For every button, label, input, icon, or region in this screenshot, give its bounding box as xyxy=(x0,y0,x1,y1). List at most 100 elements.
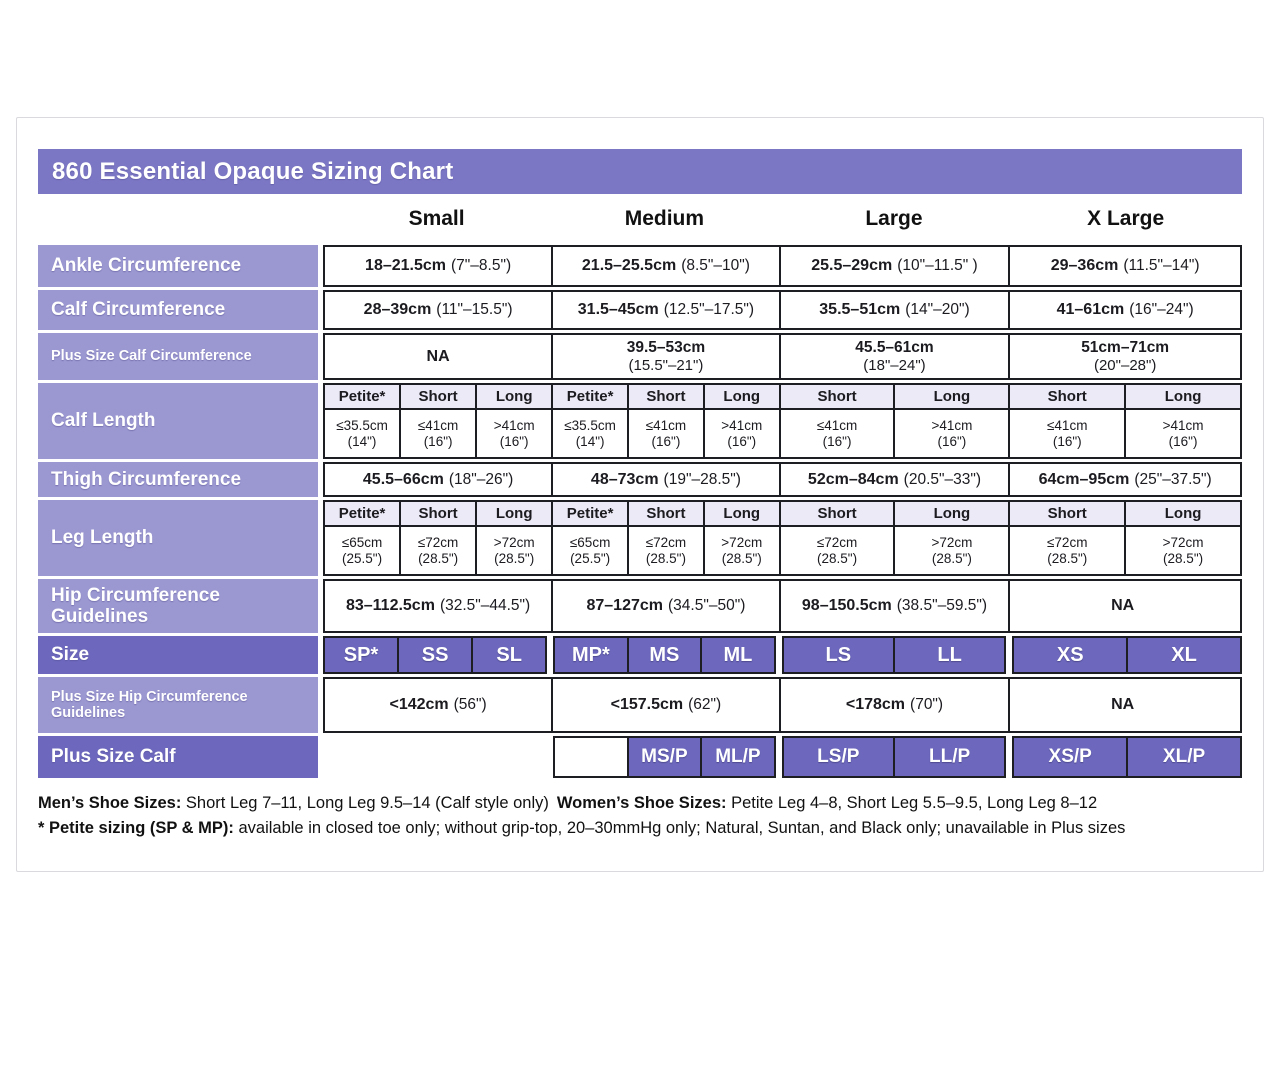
footnote-petite-sizing: * Petite sizing (SP & MP): available in … xyxy=(38,819,1126,837)
row-calf-length: Calf Length Petite* Short Long Petite* S… xyxy=(38,383,1242,459)
column-header-small: Small xyxy=(408,207,465,230)
subheader-cell: Short xyxy=(1010,502,1125,525)
header-spacer xyxy=(38,196,318,242)
value-in: (15.5"–21") xyxy=(628,356,704,374)
value-cell: ≤41cm (16") xyxy=(627,410,703,457)
row-ankle-circumference: Ankle Circumference 18–21.5cm (7"–8.5") 2… xyxy=(38,245,1242,287)
value-in: (14"–20") xyxy=(905,301,970,318)
subheader-cell: Long xyxy=(475,502,552,525)
value-cell: <178cm (70") xyxy=(845,696,944,713)
value-cell: ≤35.5cm (14") xyxy=(336,417,388,449)
value-cell: >72cm (28.5") xyxy=(702,527,779,574)
column-header-large: Large xyxy=(865,207,923,230)
value-cell: 21.5–25.5cm (8.5"–10") xyxy=(553,247,778,285)
value-cell: >72cm (28.5") xyxy=(475,527,551,574)
value-cell: ≤72cm (28.5") xyxy=(627,527,703,574)
value-cell: 29–36cm (11.5"–14") xyxy=(1010,247,1240,285)
size-cell: LL xyxy=(892,638,1005,672)
row-label: Size xyxy=(38,636,318,674)
sizing-chart-card: 860 Essential Opaque Sizing Chart Small … xyxy=(16,117,1264,872)
value-in: (7"–8.5") xyxy=(451,257,512,274)
row-label: Thigh Circumference xyxy=(38,462,318,497)
value-in: (12.5"–17.5") xyxy=(663,301,755,318)
value-cm: 31.5–45cm xyxy=(577,301,659,318)
value-cell: ≤41cm (16") xyxy=(399,410,475,457)
value-cell: 18–21.5cm (7"–8.5") xyxy=(325,247,551,285)
size-cell: XL xyxy=(1126,638,1240,672)
size-cell: MP* xyxy=(555,638,627,672)
size-cell: SS xyxy=(397,638,472,672)
subheader-cell: Petite* xyxy=(325,385,400,408)
subheader-cell: Petite* xyxy=(553,502,628,525)
row-label: Hip Circumference Guidelines xyxy=(38,579,318,633)
subheader-cell: Long xyxy=(1124,385,1240,408)
value-cm: 25.5–29cm xyxy=(811,257,893,274)
value-cell: NA xyxy=(325,335,551,378)
womens-shoe-sizes-label: Women’s Shoe Sizes: xyxy=(556,794,727,812)
size-cell: LS/P xyxy=(783,738,893,776)
chart-title: 860 Essential Opaque Sizing Chart xyxy=(52,157,454,185)
value-cm: 39.5–53cm xyxy=(626,338,706,356)
leg-length-value-row: ≤65cm (25.5") ≤72cm (28.5") >72cm (28.5") ≤… xyxy=(323,527,1242,576)
value-cell: 64cm–95cm (25"–37.5") xyxy=(1038,470,1212,488)
row-label: Plus Size Calf Circumference xyxy=(38,333,318,380)
value-cm: 18–21.5cm xyxy=(365,257,447,274)
row-calf-circumference: Calf Circumference 28–39cm (11"–15.5") 31… xyxy=(38,290,1242,330)
subheader-cell: Short xyxy=(399,385,476,408)
subheader-cell: Long xyxy=(893,385,1009,408)
row-thigh-circumference: Thigh Circumference 45.5–66cm (18"–26") 4… xyxy=(38,462,1242,497)
value-in: (20"–28") xyxy=(1093,356,1157,374)
value-cell: ≤72cm (28.5") xyxy=(816,534,858,566)
value-cm: 45.5–61cm xyxy=(855,338,934,356)
footnotes: Men’s Shoe Sizes: Short Leg 7–11, Long L… xyxy=(38,791,1242,841)
value-cell: NA xyxy=(1111,696,1135,713)
subheader-cell: Long xyxy=(702,385,779,408)
value-cell: NA xyxy=(1111,597,1135,614)
size-cell: MS/P xyxy=(626,738,701,776)
subheader-cell: Short xyxy=(780,502,894,525)
value-cell: ≤65cm (25.5") xyxy=(569,534,611,566)
value-in: (8.5"–10") xyxy=(681,257,750,274)
value-cell: ≤35.5cm (14") xyxy=(564,417,616,449)
row-label: Ankle Circumference xyxy=(38,245,318,287)
calf-length-value-row: ≤35.5cm (14") ≤41cm (16") >41cm (16") ≤35.5… xyxy=(323,410,1242,459)
value-cell: 45.5–61cm (18"–24") xyxy=(781,335,1009,378)
subheader-cell: Long xyxy=(1124,502,1240,525)
value-cell: 51cm–71cm (20"–28") xyxy=(1010,335,1240,378)
subheader-cell: Long xyxy=(702,502,779,525)
row-label: Plus Size Calf xyxy=(38,736,318,778)
value-cell: ≤41cm (16") xyxy=(816,417,858,449)
leg-length-subheader-row: Petite* Short Long Petite* Short Long Sh… xyxy=(323,500,1242,527)
row-label: Plus Size Hip Circumference Guidelines xyxy=(38,677,318,733)
calf-length-subheader-row: Petite* Short Long Petite* Short Long Sh… xyxy=(323,383,1242,410)
subheader-cell: Short xyxy=(627,385,703,408)
value-cell: <142cm (56") xyxy=(389,696,487,713)
value-cell: >72cm (28.5") xyxy=(893,527,1008,574)
value-cell: >41cm (16") xyxy=(475,410,551,457)
size-cell: XS xyxy=(1014,638,1127,672)
size-cell: SP* xyxy=(325,638,398,672)
subheader-cell: Short xyxy=(1010,385,1125,408)
column-header-row: Small Medium Large X Large xyxy=(38,196,1242,242)
petite-sizing-label: * Petite sizing (SP & MP): xyxy=(38,819,234,837)
value-cm: NA xyxy=(426,347,450,365)
size-cell: MS xyxy=(626,638,701,672)
value-in: (18"–24") xyxy=(863,356,926,374)
row-label: Calf Circumference xyxy=(38,290,318,330)
row-leg-length: Leg Length Petite* Short Long Petite* Sh… xyxy=(38,500,1242,576)
row-label: Calf Length xyxy=(38,383,318,459)
chart-title-banner: 860 Essential Opaque Sizing Chart xyxy=(38,149,1242,194)
size-cell: SL xyxy=(471,638,546,672)
value-cell: 45.5–66cm (18"–26") xyxy=(362,470,514,488)
value-cell: >41cm (16") xyxy=(702,410,779,457)
row-hip-circumference-guidelines: Hip Circumference Guidelines 83–112.5cm(… xyxy=(38,579,1242,633)
value-in: (10"–11.5" ) xyxy=(897,257,978,274)
value-cell: 87–127cm (34.5"–50") xyxy=(586,597,746,614)
value-in: (11.5"–14") xyxy=(1123,257,1200,274)
subheader-cell: Long xyxy=(475,385,552,408)
row-plus-size-calf-circumference: Plus Size Calf Circumference NA 39.5–53c… xyxy=(38,333,1242,380)
value-cell: ≤72cm (28.5") xyxy=(399,527,475,574)
size-cell: ML xyxy=(700,638,774,672)
value-cell: >72cm (28.5") xyxy=(1124,527,1240,574)
value-cell: 39.5–53cm (15.5"–21") xyxy=(553,335,778,378)
